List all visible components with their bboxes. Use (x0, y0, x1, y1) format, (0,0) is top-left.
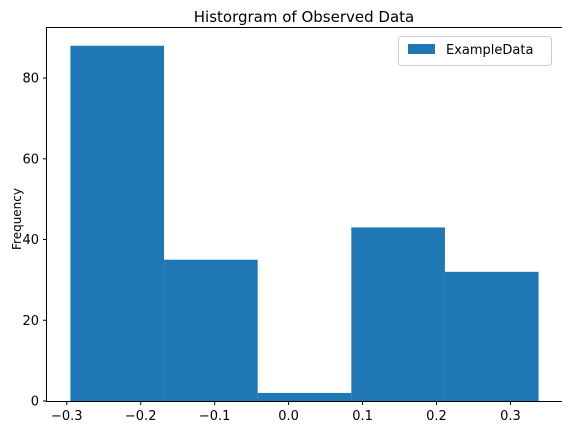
chart-title: Historgram of Observed Data (194, 8, 414, 26)
legend-label-exampledata: ExampleData (446, 43, 533, 58)
x-tick-label: −0.3 (51, 409, 83, 424)
x-tick-label: −0.2 (125, 409, 157, 424)
x-tick-label: 0.3 (500, 409, 521, 424)
y-axis-label: Frequency (10, 188, 24, 250)
y-tick-label: 20 (22, 314, 39, 329)
histogram-bar (164, 259, 258, 401)
legend-frame (398, 36, 552, 66)
legend-swatch (408, 44, 435, 54)
y-tick-label: 40 (22, 233, 39, 248)
x-axis-ticks: −0.3 −0.2 −0.1 0.0 0.1 0.2 0.3 (51, 401, 521, 424)
x-tick-label: −0.1 (199, 409, 231, 424)
y-tick-label: 0 (31, 395, 39, 410)
y-tick-label: 80 (22, 72, 39, 87)
y-axis-ticks: 0 20 40 60 80 (22, 72, 47, 410)
x-tick-label: 0.1 (352, 409, 373, 424)
histogram-bar (351, 227, 445, 401)
histogram-bar (444, 271, 539, 401)
plot-area-frame (46, 27, 562, 402)
x-tick-label: 0.0 (278, 409, 299, 424)
histogram-bar (257, 392, 352, 401)
histogram-bars (70, 45, 539, 402)
y-tick-label: 60 (22, 152, 39, 167)
legend: ExampleData (398, 36, 552, 66)
x-tick-label: 0.2 (426, 409, 447, 424)
histogram-bar (70, 45, 165, 402)
